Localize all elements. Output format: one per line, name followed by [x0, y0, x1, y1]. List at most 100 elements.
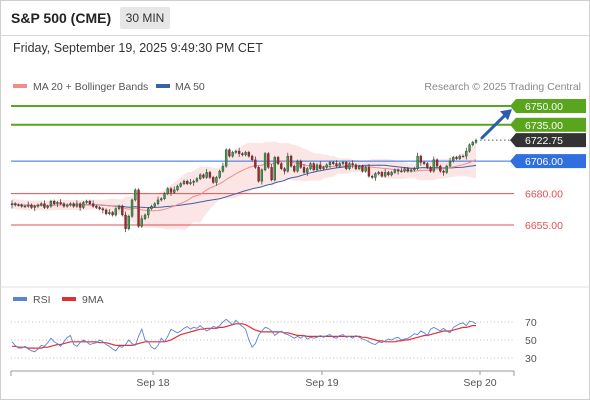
rsi-tick-30: 30 — [525, 353, 537, 365]
candle-down — [88, 200, 92, 204]
candle-up — [393, 169, 397, 173]
candle-down — [237, 150, 241, 154]
candle-up — [75, 203, 79, 207]
candle-up — [325, 164, 328, 168]
last-price-tag — [516, 133, 586, 148]
candle-up — [432, 159, 435, 172]
candle-up — [33, 206, 36, 208]
candle-up — [150, 206, 153, 209]
resistance-2-tag-pointer — [510, 99, 516, 113]
candle-down — [293, 165, 296, 172]
candle-down — [302, 167, 306, 173]
candle-down — [208, 172, 212, 178]
last-price-label: 6722.75 — [525, 135, 563, 147]
candle-up — [23, 206, 27, 208]
candle-down — [276, 157, 280, 164]
header-bar: S&P 500 (CME) 30 MIN — [0, 0, 590, 36]
candle-up — [205, 172, 208, 178]
rsi-legend-label: RSI — [33, 294, 51, 306]
support-1-label: 6680.00 — [525, 189, 563, 201]
rsi-tick-50: 50 — [525, 335, 537, 347]
candle-up — [156, 199, 160, 204]
candle-up — [117, 206, 121, 209]
candle-down — [247, 152, 251, 157]
candle-down — [111, 212, 114, 216]
candle-down — [250, 155, 254, 161]
rsi-panel: 70 50 30 — [11, 317, 537, 365]
target-arrow-shaft — [480, 112, 508, 140]
candle-up — [413, 168, 416, 171]
candle-up — [471, 142, 474, 146]
candle-up — [27, 204, 30, 207]
candle-down — [202, 174, 205, 178]
resistance-1-label: 6735.00 — [525, 120, 563, 132]
candle-up — [468, 144, 471, 152]
pivot-tag — [516, 154, 586, 169]
candle-down — [335, 163, 338, 167]
candle-up — [448, 160, 452, 167]
candle-down — [62, 203, 66, 207]
candle-down — [43, 203, 46, 208]
price-levels — [11, 105, 514, 226]
candle-up — [160, 198, 163, 201]
candle-up — [234, 150, 238, 153]
candle-up — [296, 160, 299, 172]
candle-up — [244, 152, 247, 156]
x-axis: Sep 18 Sep 19 Sep 20 — [10, 371, 515, 389]
candle-up — [153, 203, 156, 207]
candle-up — [328, 162, 332, 166]
candle-up — [49, 200, 53, 207]
candle-up — [231, 152, 234, 157]
candle-down — [104, 209, 108, 214]
candle-up — [69, 203, 72, 206]
candle-up — [322, 167, 325, 169]
candle-down — [169, 188, 173, 193]
candle-up — [82, 202, 85, 208]
candle-up — [140, 218, 143, 227]
candle-up — [263, 153, 267, 171]
candle-up — [163, 193, 166, 199]
candle-up — [195, 178, 199, 182]
candle-up — [173, 189, 176, 193]
candle-down — [72, 203, 75, 207]
candle-down — [137, 189, 140, 227]
candle-up — [189, 182, 192, 184]
candle-up — [182, 180, 186, 184]
candle-up — [400, 170, 403, 173]
candle-down — [442, 170, 445, 173]
candle-up — [134, 189, 137, 201]
candle-down — [78, 203, 82, 208]
rsi-legend-swatch — [13, 297, 27, 301]
support-2-label: 6655.00 — [525, 220, 563, 232]
candle-up — [465, 150, 468, 157]
candle-up — [65, 204, 69, 207]
x-tick-label: Sep 18 — [136, 377, 169, 389]
candle-up — [36, 204, 40, 207]
timeframe-button[interactable]: 30 MIN — [120, 7, 170, 29]
candle-up — [364, 167, 367, 172]
candle-up — [358, 165, 361, 169]
candle-up — [458, 155, 461, 159]
candle-down — [30, 204, 33, 208]
resistance-2-tag — [516, 99, 586, 113]
resistance-1-tag-pointer — [510, 117, 516, 132]
candle-down — [270, 167, 273, 181]
candle-down — [91, 203, 95, 207]
last-price-tag-pointer — [510, 133, 516, 148]
candle-up — [309, 163, 312, 169]
candle-up — [10, 203, 14, 206]
candle-down — [419, 155, 423, 163]
candle-down — [380, 172, 384, 177]
bollinger-band-area — [12, 141, 476, 230]
candle-down — [267, 153, 270, 168]
candle-up — [218, 170, 221, 178]
rsi-ma-legend-label: 9MA — [82, 294, 104, 306]
candle-down — [396, 169, 400, 172]
ma20-legend-swatch — [13, 84, 27, 88]
candle-down — [254, 159, 257, 168]
bollinger-bands — [12, 141, 476, 230]
candle-up — [338, 163, 341, 167]
ma50-legend-label: MA 50 — [175, 81, 205, 93]
candle-up — [179, 183, 182, 187]
